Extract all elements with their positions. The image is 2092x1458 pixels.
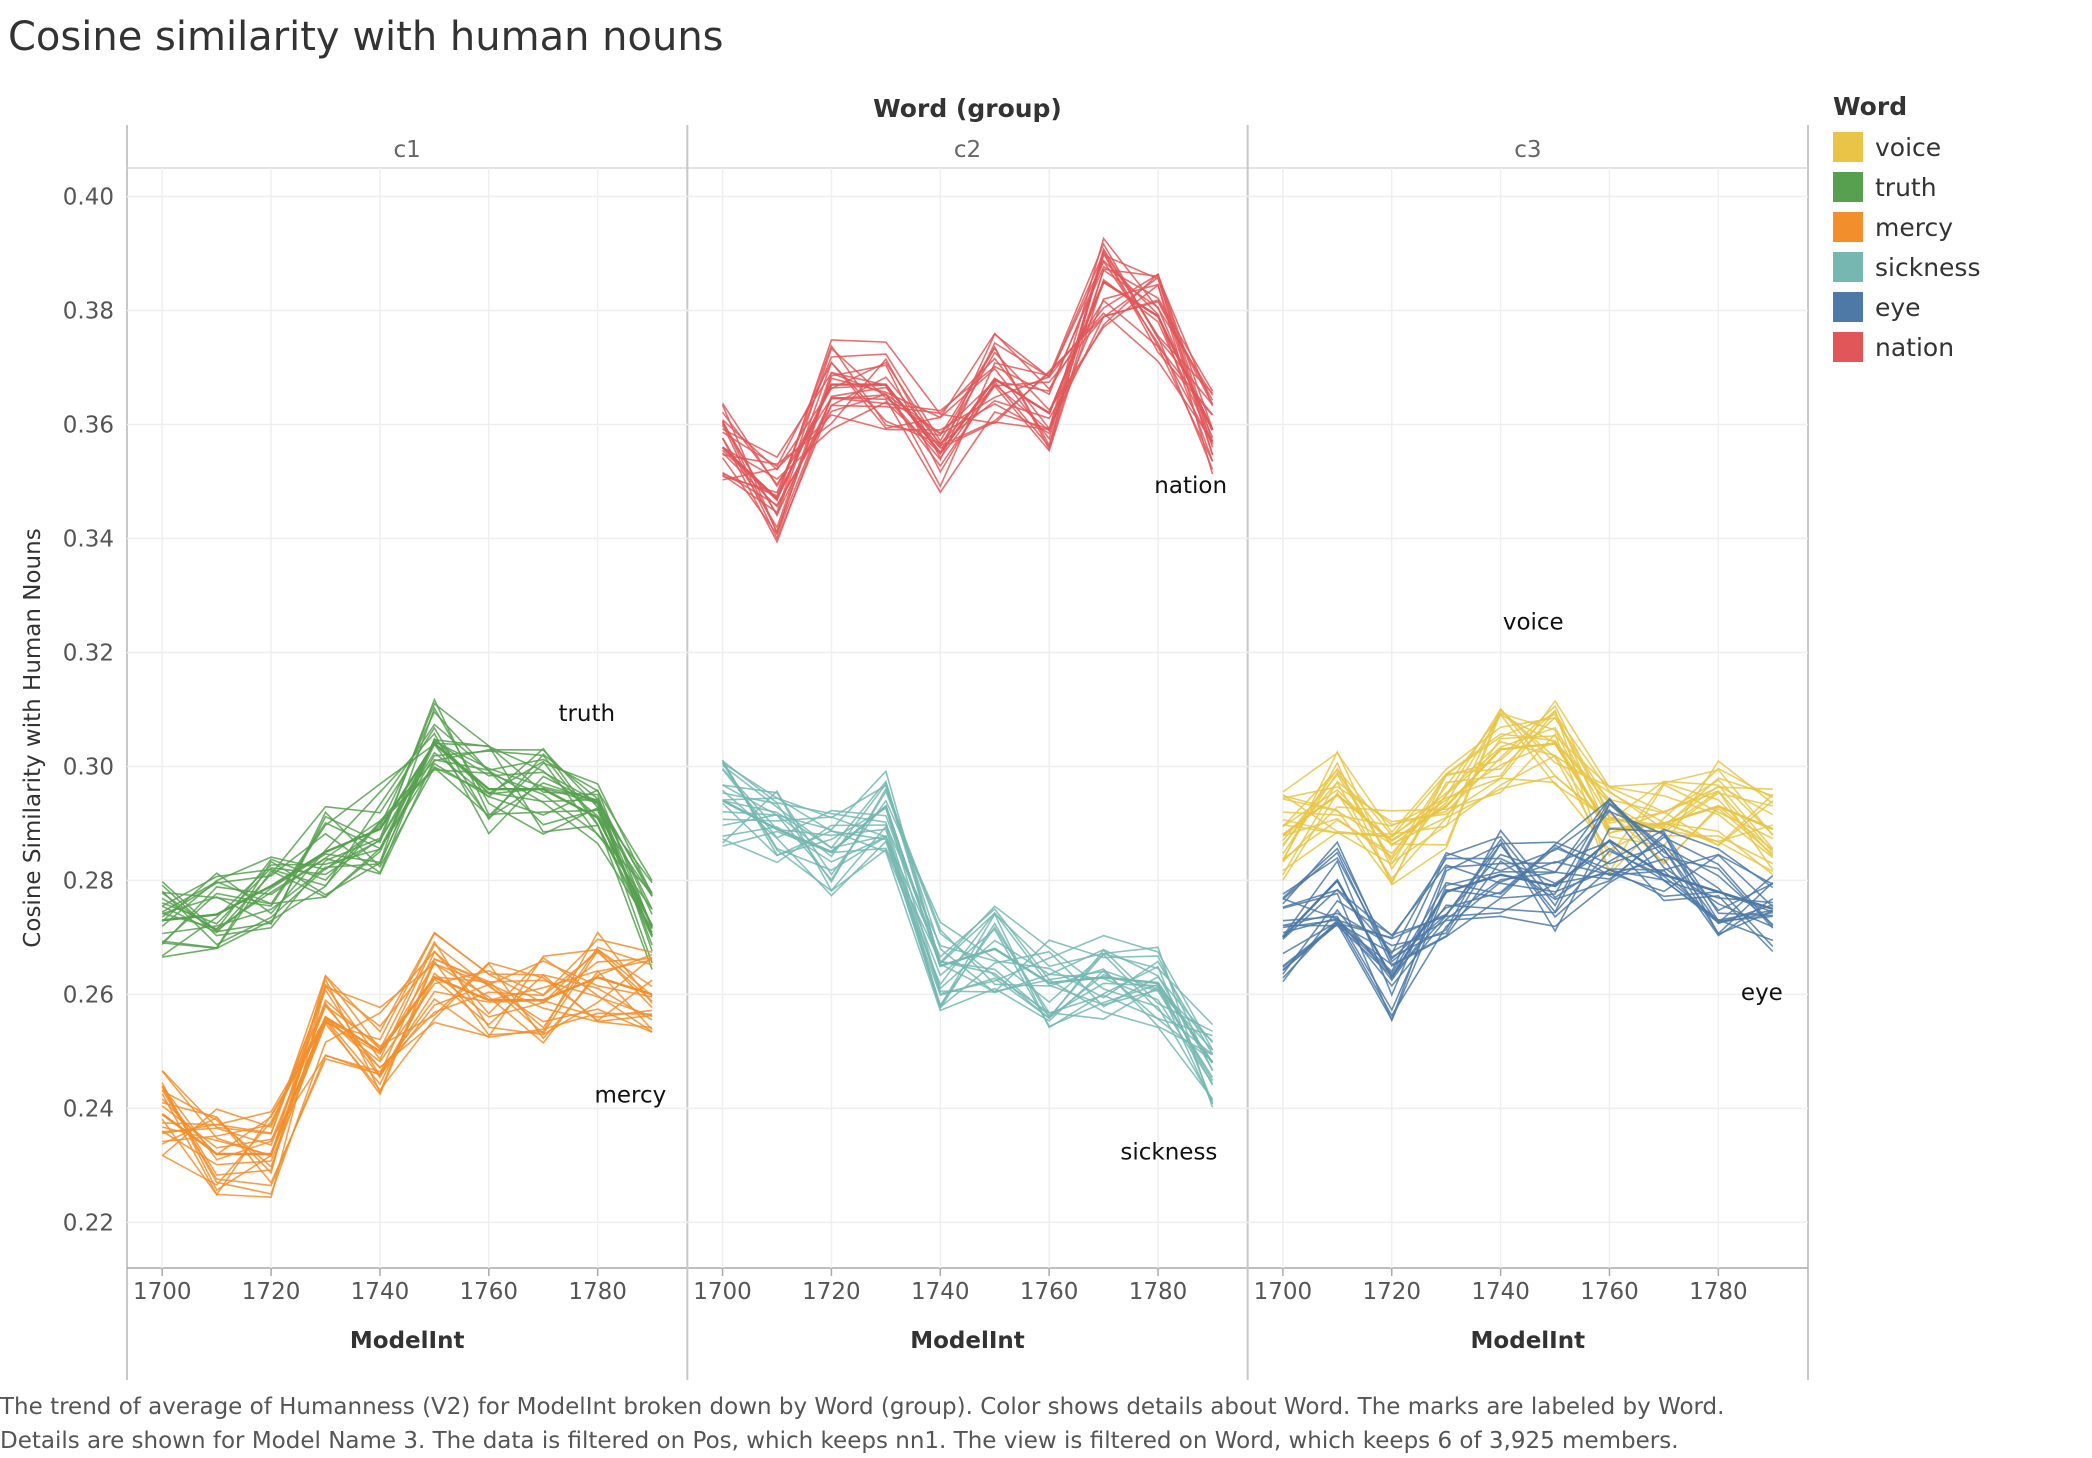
series-nation <box>723 239 1213 542</box>
x-tick-label: 1720 <box>242 1279 301 1305</box>
legend-label: nation <box>1875 333 1954 362</box>
mark-label-eye: eye <box>1741 980 1783 1006</box>
legend-label: eye <box>1875 293 1921 322</box>
legend-swatch <box>1833 132 1863 162</box>
panel-header-c1: c1 <box>394 137 421 163</box>
y-axis-label: Cosine Similarity with Human Nouns <box>20 528 46 947</box>
series-strand <box>162 728 652 933</box>
series-strand <box>723 285 1213 534</box>
column-header: Word (group) <box>873 94 1062 123</box>
legend-item-sickness[interactable]: sickness <box>1833 247 2075 287</box>
chart-caption: The trend of average of Humanness (V2) f… <box>0 1390 1800 1458</box>
mark-label-mercy: mercy <box>594 1083 666 1109</box>
x-tick-label: 1720 <box>1362 1279 1421 1305</box>
series-strand <box>162 951 652 1134</box>
y-tick-label: 0.30 <box>63 754 114 780</box>
series-strand <box>1283 778 1773 850</box>
series-lines <box>162 239 1773 1198</box>
series-strand <box>162 933 652 1194</box>
legend-item-voice[interactable]: voice <box>1833 127 2075 167</box>
series-strand <box>162 932 652 1154</box>
x-tick-label: 1740 <box>911 1279 970 1305</box>
series-strand <box>162 751 652 956</box>
legend-item-truth[interactable]: truth <box>1833 167 2075 207</box>
x-tick-label: 1720 <box>802 1279 861 1305</box>
legend-item-nation[interactable]: nation <box>1833 327 2075 367</box>
legend-item-mercy[interactable]: mercy <box>1833 207 2075 247</box>
y-tick-label: 0.40 <box>63 184 114 210</box>
panel-header-c2: c2 <box>954 137 981 163</box>
legend-label: sickness <box>1875 253 1980 282</box>
series-strand <box>723 791 1213 1080</box>
series-strand <box>162 744 652 948</box>
legend-swatch <box>1833 332 1863 362</box>
legend-swatch <box>1833 172 1863 202</box>
panel-header-c3: c3 <box>1514 137 1541 163</box>
x-tick-label: 1780 <box>1689 1279 1748 1305</box>
legend-label: truth <box>1875 173 1937 202</box>
x-tick-label: 1700 <box>1254 1279 1313 1305</box>
legend-item-eye[interactable]: eye <box>1833 287 2075 327</box>
chart-frame <box>127 125 1808 1380</box>
x-tick-label: 1780 <box>568 1279 627 1305</box>
mark-label-truth: truth <box>558 701 615 727</box>
x-tick-label: 1760 <box>1580 1279 1639 1305</box>
y-tick-label: 0.34 <box>63 526 114 552</box>
series-strand <box>162 992 652 1186</box>
series-strand <box>162 712 652 963</box>
series-strand <box>723 801 1213 1084</box>
y-tick-label: 0.32 <box>63 640 114 666</box>
x-tick-label: 1760 <box>460 1279 519 1305</box>
legend: Word voice truth mercy sickness eye nation <box>1825 92 2075 367</box>
series-strand <box>1283 709 1773 834</box>
legend-swatch <box>1833 292 1863 322</box>
series-mercy <box>162 932 652 1197</box>
legend-swatch <box>1833 252 1863 282</box>
y-tick-label: 0.28 <box>63 868 114 894</box>
y-tick-label: 0.22 <box>63 1210 114 1236</box>
series-sickness <box>723 760 1213 1107</box>
x-axis-label: ModelInt <box>910 1328 1025 1354</box>
legend-items: voice truth mercy sickness eye nation <box>1825 127 2075 367</box>
series-strand <box>162 975 652 1141</box>
x-tick-label: 1700 <box>133 1279 192 1305</box>
faceted-line-chart: truth mercy nation sickness voice eye Word (g… <box>0 0 2092 1380</box>
series-truth <box>162 700 652 970</box>
x-tick-label: 1760 <box>1020 1279 1079 1305</box>
series-strand <box>162 960 652 1155</box>
series-voice <box>1283 701 1773 885</box>
y-tick-label: 0.26 <box>63 982 114 1008</box>
series-strand <box>1283 756 1773 875</box>
x-axis-label: ModelInt <box>1471 1328 1586 1354</box>
legend-swatch <box>1833 212 1863 242</box>
y-tick-label: 0.24 <box>63 1096 114 1122</box>
x-tick-label: 1700 <box>693 1279 752 1305</box>
series-strand <box>162 749 652 970</box>
x-tick-label: 1740 <box>1471 1279 1530 1305</box>
series-strand <box>162 942 652 1133</box>
mark-label-nation: nation <box>1154 473 1227 499</box>
y-tick-label: 0.36 <box>63 412 114 438</box>
x-tick-label: 1780 <box>1129 1279 1188 1305</box>
x-tick-label: 1740 <box>351 1279 410 1305</box>
mark-label-sickness: sickness <box>1120 1140 1217 1166</box>
y-tick-label: 0.38 <box>63 298 114 324</box>
legend-label: voice <box>1875 133 1941 162</box>
series-strand <box>162 708 652 936</box>
mark-label-voice: voice <box>1503 610 1564 636</box>
x-axis-label: ModelInt <box>350 1328 465 1354</box>
legend-title: Word <box>1833 92 2075 121</box>
legend-label: mercy <box>1875 213 1953 242</box>
